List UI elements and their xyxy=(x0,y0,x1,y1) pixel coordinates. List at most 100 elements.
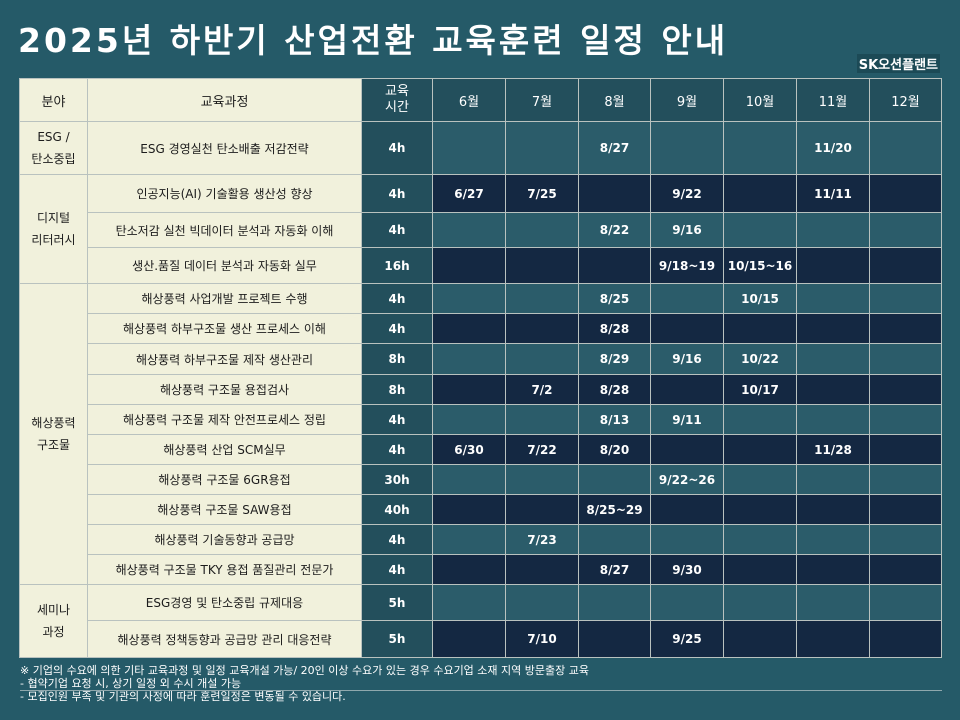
schedule-date-cell xyxy=(869,620,942,658)
schedule-date-cell: 8/28 xyxy=(578,374,651,405)
schedule-date-cell xyxy=(650,313,724,344)
schedule-date-cell xyxy=(796,620,870,658)
category-cell: 디지털 리터러시 xyxy=(19,174,88,284)
course-hours: 8h xyxy=(361,374,433,405)
table-row: 해상풍력 정책동향과 공급망 관리 대응전략 5h 7/10 9/25 xyxy=(20,620,942,658)
course-hours: 4h xyxy=(361,404,433,435)
category-cell: 세미나 과정 xyxy=(19,584,88,658)
course-hours: 4h xyxy=(361,434,433,465)
table-row: 해상풍력 구조물 6GR용접 30h 9/22~26 xyxy=(20,464,942,495)
schedule-date-cell xyxy=(432,212,506,248)
course-hours: 4h xyxy=(361,524,433,555)
schedule-date-cell: 11/11 xyxy=(796,174,870,213)
header-month-aug: 8월 xyxy=(578,78,651,122)
table-row: 해상풍력 구조물 TKY 용접 품질관리 전문가 4h 8/27 9/30 xyxy=(20,554,942,585)
header-month-dec: 12월 xyxy=(869,78,942,122)
course-name: ESG 경영실천 탄소배출 저감전략 xyxy=(87,121,362,175)
course-hours: 30h xyxy=(361,464,433,495)
schedule-date-cell: 6/27 xyxy=(432,174,506,213)
table-header-row: 분야 교육과정 교육 시간 6월 7월 8월 9월 10월 11월 12월 xyxy=(19,78,942,122)
schedule-date-cell xyxy=(432,404,506,435)
header-month-oct: 10월 xyxy=(723,78,797,122)
schedule-date-cell xyxy=(578,524,651,555)
schedule-date-cell xyxy=(505,464,579,495)
table-row: 해상풍력 산업 SCM실무 4h 6/30 7/22 8/20 11/28 xyxy=(20,434,942,465)
table-row: 해상풍력 하부구조물 생산 프로세스 이해 4h 8/28 xyxy=(20,313,942,344)
category-label-line1: 세미나 xyxy=(36,603,71,617)
header-hours: 교육 시간 xyxy=(361,78,433,122)
schedule-date-cell: 7/23 xyxy=(505,524,579,555)
course-name: 해상풍력 구조물 TKY 용접 품질관리 전문가 xyxy=(87,554,362,585)
schedule-date-cell xyxy=(723,584,797,621)
course-hours: 5h xyxy=(361,620,433,658)
schedule-date-cell: 8/25~29 xyxy=(578,494,651,525)
category-label-line2: 탄소중립 xyxy=(31,152,76,166)
course-hours: 4h xyxy=(361,212,433,248)
course-name: 해상풍력 사업개발 프로젝트 수행 xyxy=(87,283,362,314)
schedule-date-cell xyxy=(796,212,870,248)
category-label-line2: 구조물 xyxy=(36,438,71,452)
table-row: 해상풍력 구조물 SAW용접 40h 8/25~29 xyxy=(20,494,942,525)
schedule-date-cell xyxy=(796,584,870,621)
brand-logo: SK오션플랜트 xyxy=(856,54,940,73)
schedule-date-cell xyxy=(796,404,870,435)
schedule-date-cell xyxy=(796,374,870,405)
schedule-date-cell xyxy=(869,584,942,621)
schedule-date-cell xyxy=(505,404,579,435)
schedule-date-cell: 9/30 xyxy=(650,554,724,585)
schedule-date-cell: 8/13 xyxy=(578,404,651,435)
schedule-date-cell xyxy=(796,554,870,585)
schedule-date-cell xyxy=(650,121,724,175)
schedule-date-cell: 9/22~26 xyxy=(650,464,724,495)
schedule-date-cell: 6/30 xyxy=(432,434,506,465)
schedule-date-cell xyxy=(432,584,506,621)
schedule-date-cell: 11/28 xyxy=(796,434,870,465)
schedule-date-cell xyxy=(869,283,942,314)
schedule-date-cell xyxy=(796,524,870,555)
schedule-date-cell xyxy=(869,374,942,405)
course-name: 해상풍력 구조물 6GR용접 xyxy=(87,464,362,495)
schedule-date-cell xyxy=(432,283,506,314)
schedule-date-cell xyxy=(723,313,797,344)
course-hours: 4h xyxy=(361,174,433,213)
schedule-date-cell xyxy=(869,174,942,213)
table-row: 탄소저감 실천 빅데이터 분석과 자동화 이해 4h 8/22 9/16 xyxy=(20,212,942,248)
schedule-date-cell xyxy=(723,404,797,435)
schedule-date-cell xyxy=(505,247,579,284)
schedule-date-cell xyxy=(505,283,579,314)
schedule-date-cell xyxy=(432,121,506,175)
schedule-date-cell xyxy=(578,584,651,621)
course-name: 인공지능(AI) 기술활용 생산성 향상 xyxy=(87,174,362,213)
schedule-date-cell: 10/17 xyxy=(723,374,797,405)
schedule-date-cell: 7/10 xyxy=(505,620,579,658)
schedule-date-cell xyxy=(869,494,942,525)
course-hours: 8h xyxy=(361,343,433,375)
course-name: 생산.품질 데이터 분석과 자동화 실무 xyxy=(87,247,362,284)
schedule-date-cell xyxy=(796,343,870,375)
table-row: ESG / 탄소중립 ESG 경영실천 탄소배출 저감전략 4h 8/27 11/20 xyxy=(19,121,942,175)
table-row: 해상풍력 구조물 제작 안전프로세스 정립 4h 8/13 9/11 xyxy=(20,404,942,435)
course-name: 해상풍력 정책동향과 공급망 관리 대응전략 xyxy=(87,620,362,658)
schedule-date-cell xyxy=(578,174,651,213)
schedule-date-cell xyxy=(723,620,797,658)
header-month-sep: 9월 xyxy=(650,78,724,122)
schedule-date-cell xyxy=(432,343,506,375)
schedule-date-cell xyxy=(578,620,651,658)
course-name: 해상풍력 구조물 SAW용접 xyxy=(87,494,362,525)
schedule-date-cell xyxy=(505,121,579,175)
table-row: 생산.품질 데이터 분석과 자동화 실무 16h 9/18~19 10/15~16 xyxy=(20,247,942,284)
schedule-date-cell xyxy=(869,554,942,585)
schedule-date-cell: 10/22 xyxy=(723,343,797,375)
schedule-date-cell: 11/20 xyxy=(796,121,870,175)
category-label-line1: ESG / xyxy=(37,130,70,144)
schedule-date-cell xyxy=(869,404,942,435)
schedule-date-cell xyxy=(869,434,942,465)
schedule-date-cell xyxy=(578,247,651,284)
schedule-date-cell xyxy=(578,464,651,495)
course-name: ESG경영 및 탄소중립 규제대응 xyxy=(87,584,362,621)
schedule-date-cell xyxy=(723,494,797,525)
schedule-date-cell: 10/15~16 xyxy=(723,247,797,284)
schedule-date-cell xyxy=(723,434,797,465)
course-hours: 4h xyxy=(361,313,433,344)
schedule-date-cell: 8/25 xyxy=(578,283,651,314)
